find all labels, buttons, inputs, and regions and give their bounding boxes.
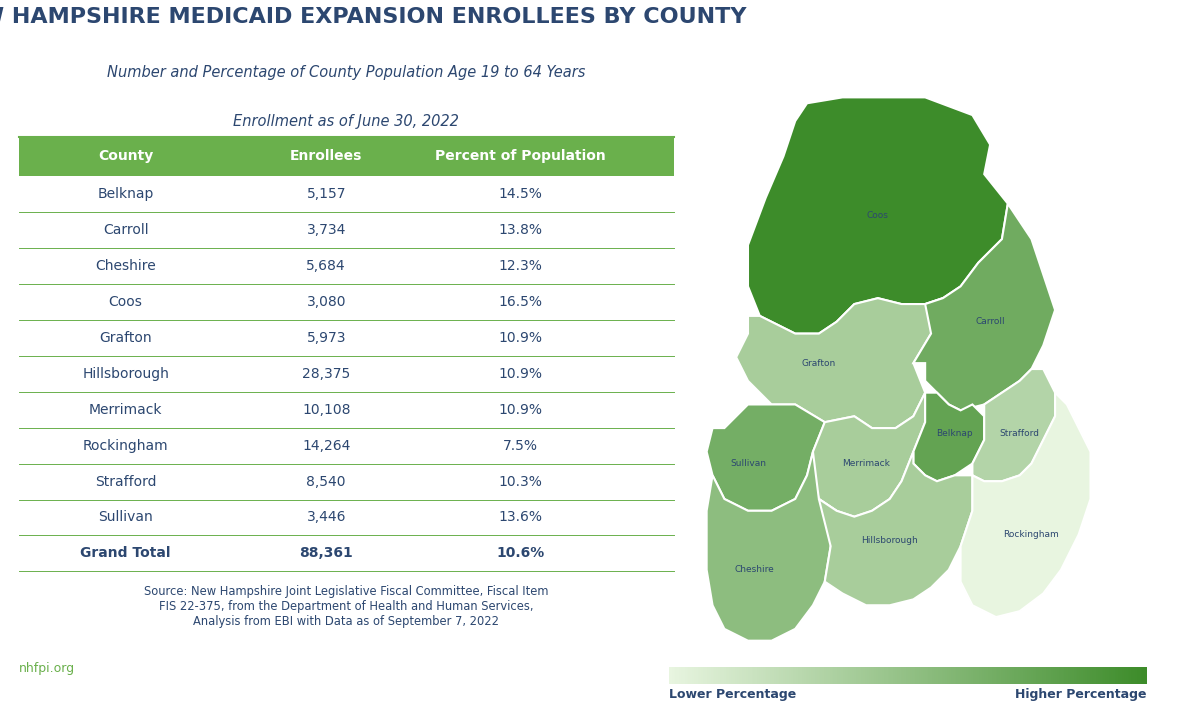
Text: 13.6%: 13.6% bbox=[498, 511, 542, 525]
Text: Lower Percentage: Lower Percentage bbox=[669, 687, 796, 701]
Text: Grand Total: Grand Total bbox=[80, 546, 171, 560]
Polygon shape bbox=[913, 393, 984, 481]
Text: 3,446: 3,446 bbox=[307, 511, 346, 525]
Text: 10.6%: 10.6% bbox=[496, 546, 544, 560]
Text: 14,264: 14,264 bbox=[302, 438, 350, 453]
Text: NEW HAMPSHIRE MEDICAID EXPANSION ENROLLEES BY COUNTY: NEW HAMPSHIRE MEDICAID EXPANSION ENROLLE… bbox=[0, 7, 746, 27]
Text: 5,684: 5,684 bbox=[307, 259, 346, 273]
Polygon shape bbox=[707, 452, 837, 641]
Text: 10.3%: 10.3% bbox=[498, 475, 542, 488]
Text: Belknap: Belknap bbox=[98, 187, 154, 201]
Text: Higher Percentage: Higher Percentage bbox=[1015, 687, 1146, 701]
Text: 3,080: 3,080 bbox=[307, 295, 346, 309]
FancyBboxPatch shape bbox=[19, 137, 673, 176]
Text: 16.5%: 16.5% bbox=[498, 295, 542, 309]
Text: Belknap: Belknap bbox=[936, 429, 973, 438]
Polygon shape bbox=[707, 404, 825, 511]
Text: Merrimack: Merrimack bbox=[842, 459, 890, 468]
Text: 28,375: 28,375 bbox=[302, 366, 350, 381]
Polygon shape bbox=[813, 393, 925, 517]
Polygon shape bbox=[961, 393, 1090, 617]
Text: 14.5%: 14.5% bbox=[498, 187, 542, 201]
Text: 13.8%: 13.8% bbox=[498, 223, 542, 237]
Polygon shape bbox=[972, 369, 1055, 481]
Text: Percent of Population: Percent of Population bbox=[435, 149, 605, 163]
Text: 88,361: 88,361 bbox=[300, 546, 353, 560]
Text: 3,734: 3,734 bbox=[307, 223, 346, 237]
Text: Cheshire: Cheshire bbox=[96, 259, 156, 273]
Text: Source: New Hampshire Joint Legislative Fiscal Committee, Fiscal Item
FIS 22-375: Source: New Hampshire Joint Legislative … bbox=[144, 585, 548, 628]
Text: Grafton: Grafton bbox=[801, 359, 836, 368]
Polygon shape bbox=[747, 98, 1008, 334]
Text: Sullivan: Sullivan bbox=[98, 511, 153, 525]
Text: Strafford: Strafford bbox=[999, 429, 1040, 438]
Text: Number and Percentage of County Population Age 19 to 64 Years: Number and Percentage of County Populati… bbox=[107, 66, 585, 81]
Text: Enrollment as of June 30, 2022: Enrollment as of June 30, 2022 bbox=[233, 114, 460, 129]
Polygon shape bbox=[737, 298, 943, 428]
Polygon shape bbox=[819, 452, 972, 605]
Text: 10.9%: 10.9% bbox=[498, 366, 542, 381]
Text: nhfpi.org: nhfpi.org bbox=[19, 662, 75, 674]
Text: Sullivan: Sullivan bbox=[730, 459, 767, 468]
Text: 10,108: 10,108 bbox=[302, 403, 351, 416]
Text: 8,540: 8,540 bbox=[307, 475, 346, 488]
Text: 5,973: 5,973 bbox=[307, 331, 346, 345]
Text: Hillsborough: Hillsborough bbox=[861, 535, 918, 545]
Text: Rockingham: Rockingham bbox=[1004, 530, 1059, 539]
Text: Coos: Coos bbox=[867, 211, 888, 220]
Text: Enrollees: Enrollees bbox=[290, 149, 363, 163]
Text: 7.5%: 7.5% bbox=[503, 438, 537, 453]
Text: Cheshire: Cheshire bbox=[734, 565, 774, 575]
Text: Merrimack: Merrimack bbox=[88, 403, 162, 416]
Text: Grafton: Grafton bbox=[99, 331, 152, 345]
Text: Coos: Coos bbox=[109, 295, 142, 309]
Text: County: County bbox=[98, 149, 153, 163]
Text: Carroll: Carroll bbox=[975, 317, 1005, 327]
Text: 10.9%: 10.9% bbox=[498, 331, 542, 345]
Text: 10.9%: 10.9% bbox=[498, 403, 542, 416]
Polygon shape bbox=[913, 204, 1055, 411]
Text: Rockingham: Rockingham bbox=[82, 438, 168, 453]
Text: Hillsborough: Hillsborough bbox=[82, 366, 170, 381]
Text: Carroll: Carroll bbox=[103, 223, 148, 237]
Text: 12.3%: 12.3% bbox=[498, 259, 542, 273]
Text: Strafford: Strafford bbox=[94, 475, 156, 488]
Text: 5,157: 5,157 bbox=[307, 187, 346, 201]
